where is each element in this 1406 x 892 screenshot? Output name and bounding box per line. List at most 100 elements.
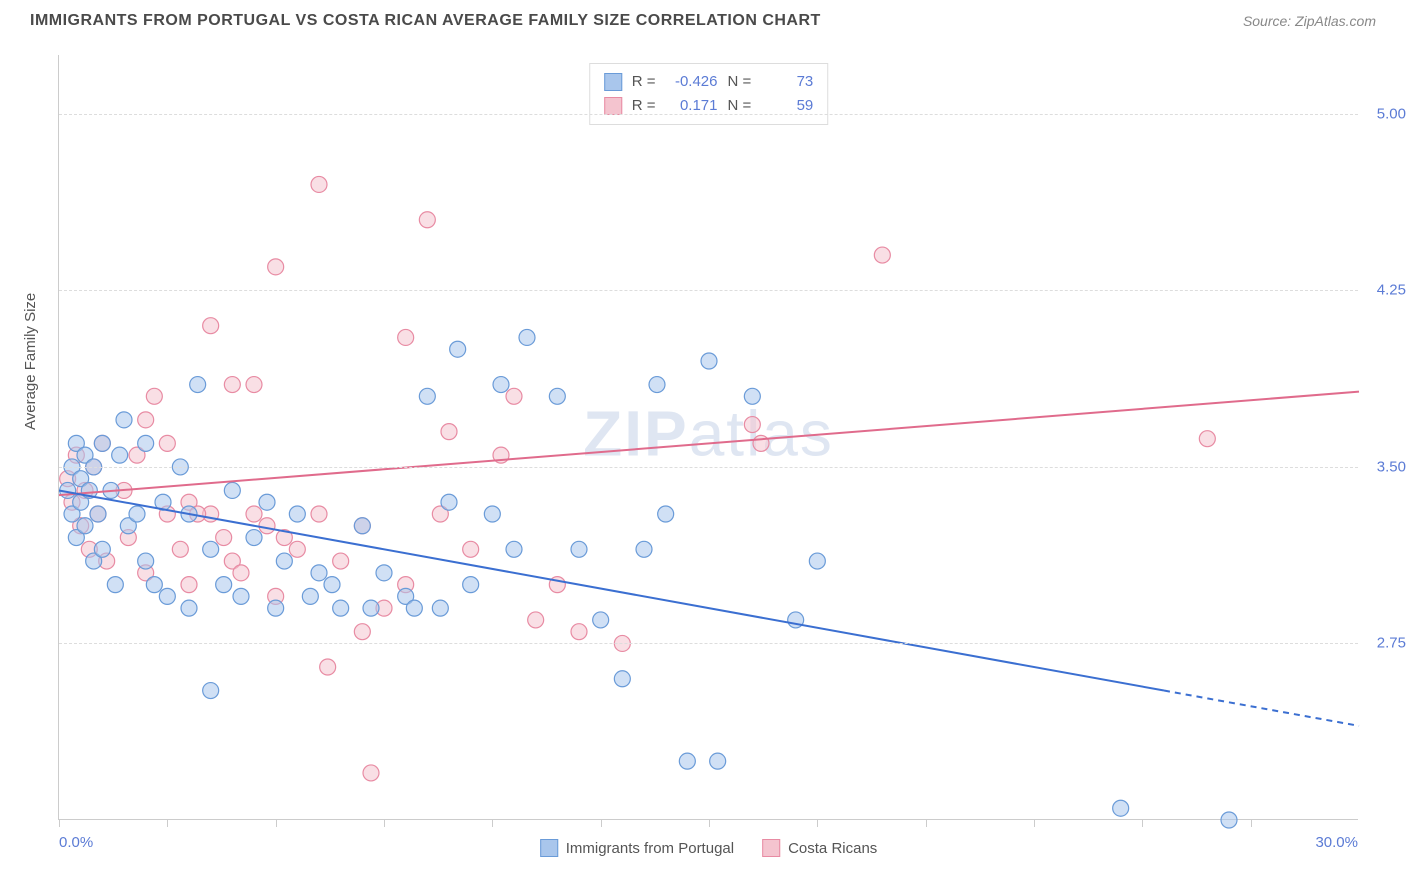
xtick <box>817 819 818 827</box>
data-point <box>302 588 318 604</box>
data-point <box>753 435 769 451</box>
data-point <box>744 388 760 404</box>
data-point <box>519 329 535 345</box>
data-point <box>571 541 587 557</box>
data-point <box>320 659 336 675</box>
data-point <box>571 624 587 640</box>
data-point <box>77 518 93 534</box>
data-point <box>744 417 760 433</box>
data-point <box>593 612 609 628</box>
source-label: Source: ZipAtlas.com <box>1243 13 1376 29</box>
xtick <box>709 819 710 827</box>
swatch-portugal <box>604 73 622 91</box>
data-point <box>138 435 154 451</box>
data-point <box>190 377 206 393</box>
ytick-label: 4.25 <box>1377 282 1406 299</box>
data-point <box>268 259 284 275</box>
data-point <box>710 753 726 769</box>
data-point <box>94 435 110 451</box>
gridline <box>59 114 1358 115</box>
data-point <box>216 577 232 593</box>
data-point <box>701 353 717 369</box>
xtick <box>926 819 927 827</box>
data-point <box>116 412 132 428</box>
data-point <box>311 176 327 192</box>
data-point <box>259 494 275 510</box>
data-point <box>289 506 305 522</box>
data-point <box>203 318 219 334</box>
ytick-label: 5.00 <box>1377 105 1406 122</box>
xtick <box>276 819 277 827</box>
swatch-costarica <box>604 97 622 115</box>
trend-line <box>1164 691 1359 726</box>
data-point <box>268 600 284 616</box>
gridline <box>59 643 1358 644</box>
data-point <box>203 541 219 557</box>
data-point <box>129 506 145 522</box>
data-point <box>1199 431 1215 447</box>
series-legend: Immigrants from Portugal Costa Ricans <box>540 839 878 857</box>
data-point <box>233 565 249 581</box>
legend-item-costarica: Costa Ricans <box>762 839 877 857</box>
data-point <box>172 541 188 557</box>
data-point <box>432 600 448 616</box>
data-point <box>333 553 349 569</box>
data-point <box>216 530 232 546</box>
data-point <box>636 541 652 557</box>
xtick <box>1142 819 1143 827</box>
data-point <box>450 341 466 357</box>
data-point <box>246 530 262 546</box>
data-point <box>324 577 340 593</box>
chart-title: IMMIGRANTS FROM PORTUGAL VS COSTA RICAN … <box>30 12 821 30</box>
correlation-legend: R = -0.426 N = 73 R = 0.171 N = 59 <box>589 63 829 125</box>
data-point <box>107 577 123 593</box>
data-point <box>363 765 379 781</box>
data-point <box>419 388 435 404</box>
data-point <box>138 412 154 428</box>
x-axis-min: 0.0% <box>59 834 93 851</box>
xtick <box>384 819 385 827</box>
data-point <box>441 494 457 510</box>
data-point <box>528 612 544 628</box>
swatch-portugal-icon <box>540 839 558 857</box>
gridline <box>59 290 1358 291</box>
legend-row-portugal: R = -0.426 N = 73 <box>604 70 814 94</box>
xtick <box>1251 819 1252 827</box>
data-point <box>1221 812 1237 828</box>
data-point <box>90 506 106 522</box>
x-axis-max: 30.0% <box>1315 834 1358 851</box>
ytick-label: 2.75 <box>1377 635 1406 652</box>
data-point <box>181 577 197 593</box>
data-point <box>224 482 240 498</box>
data-point <box>419 212 435 228</box>
data-point <box>94 541 110 557</box>
data-point <box>276 553 292 569</box>
data-point <box>333 600 349 616</box>
legend-item-portugal: Immigrants from Portugal <box>540 839 734 857</box>
data-point <box>649 377 665 393</box>
data-point <box>463 541 479 557</box>
data-point <box>246 377 262 393</box>
xtick <box>167 819 168 827</box>
data-point <box>463 577 479 593</box>
data-point <box>181 600 197 616</box>
data-point <box>311 506 327 522</box>
data-point <box>203 683 219 699</box>
xtick <box>59 819 60 827</box>
data-point <box>159 588 175 604</box>
data-point <box>259 518 275 534</box>
data-point <box>376 565 392 581</box>
data-point <box>289 541 305 557</box>
data-point <box>224 377 240 393</box>
data-point <box>406 600 422 616</box>
data-point <box>233 588 249 604</box>
data-point <box>354 518 370 534</box>
data-point <box>159 435 175 451</box>
data-point <box>398 329 414 345</box>
data-point <box>1113 800 1129 816</box>
data-point <box>679 753 695 769</box>
xtick <box>601 819 602 827</box>
data-point <box>311 565 327 581</box>
data-point <box>112 447 128 463</box>
data-point <box>614 671 630 687</box>
